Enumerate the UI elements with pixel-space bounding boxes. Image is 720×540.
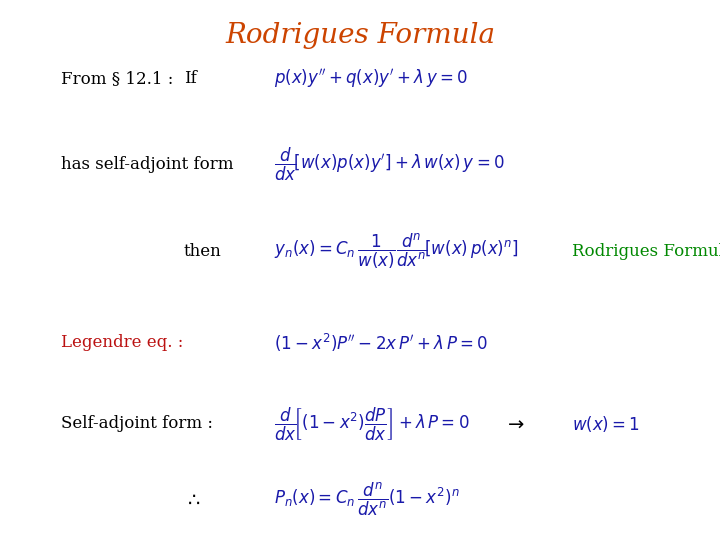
Text: $p(x)y'' + q(x)y' + \lambda\, y = 0$: $p(x)y'' + q(x)y' + \lambda\, y = 0$	[274, 67, 467, 90]
Text: If: If	[184, 70, 197, 87]
Text: Rodrigues Formula: Rodrigues Formula	[572, 242, 720, 260]
Text: $P_n(x) = C_n\,\dfrac{d^n}{dx^n}\left(1-x^2\right)^n$: $P_n(x) = C_n\,\dfrac{d^n}{dx^n}\left(1-…	[274, 481, 459, 518]
Text: $\left(1-x^2\right)P'' - 2x\,P' + \lambda\,P = 0$: $\left(1-x^2\right)P'' - 2x\,P' + \lambd…	[274, 332, 487, 354]
Text: $\dfrac{d}{dx}\!\left[w(x)p(x)y'\right] + \lambda\, w(x)\,y = 0$: $\dfrac{d}{dx}\!\left[w(x)p(x)y'\right] …	[274, 146, 504, 183]
Text: $\rightarrow$: $\rightarrow$	[504, 415, 525, 433]
Text: Rodrigues Formula: Rodrigues Formula	[225, 22, 495, 49]
Text: $\dfrac{d}{dx}\!\left[\left(1-x^2\right)\dfrac{dP}{dx}\right] + \lambda\,P = 0$: $\dfrac{d}{dx}\!\left[\left(1-x^2\right)…	[274, 406, 469, 442]
Text: then: then	[184, 242, 221, 260]
Text: has self-adjoint form: has self-adjoint form	[61, 156, 234, 173]
Text: $w(x) = 1$: $w(x) = 1$	[572, 414, 640, 434]
Text: Self-adjoint form :: Self-adjoint form :	[61, 415, 213, 433]
Text: From § 12.1 :: From § 12.1 :	[61, 70, 174, 87]
Text: $y_n(x) = C_n\,\dfrac{1}{w(x)}\dfrac{d^n}{dx^n}\!\left[w(x)\,p(x)^n\right]$: $y_n(x) = C_n\,\dfrac{1}{w(x)}\dfrac{d^n…	[274, 232, 518, 271]
Text: $\therefore$: $\therefore$	[184, 490, 201, 509]
Text: Legendre eq. :: Legendre eq. :	[61, 334, 184, 352]
